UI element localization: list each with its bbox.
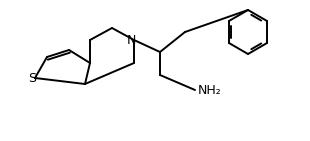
Text: N: N — [126, 35, 136, 48]
Text: NH₂: NH₂ — [198, 84, 222, 97]
Text: S: S — [28, 71, 36, 84]
